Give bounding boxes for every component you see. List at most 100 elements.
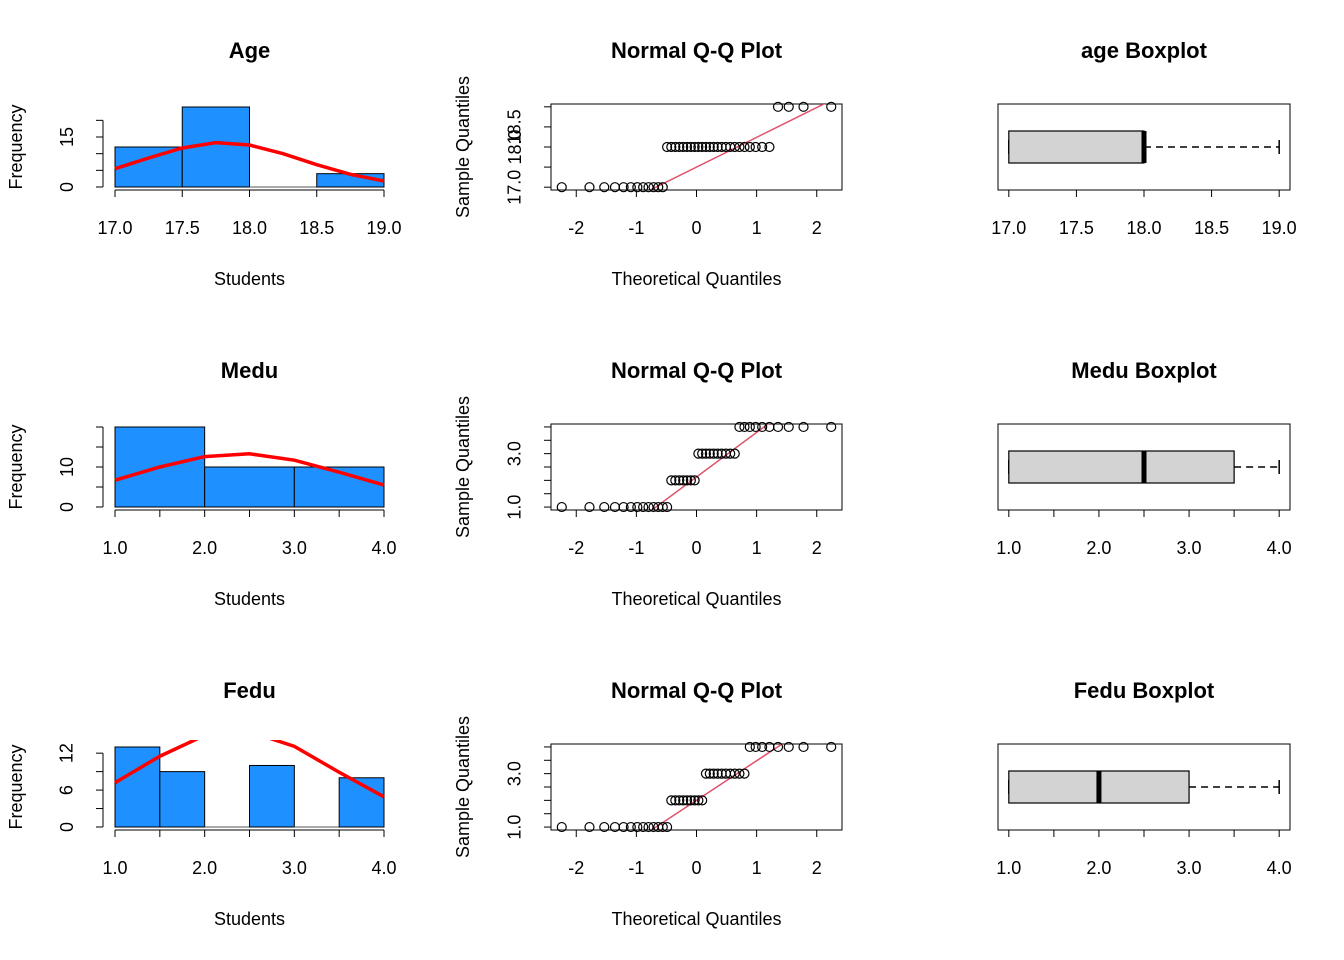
qq-point: [693, 141, 704, 153]
x-tick-label: 1.0: [102, 858, 127, 878]
qq-point: [657, 821, 668, 833]
qq-point: [693, 448, 704, 459]
x-tick-label: 0: [691, 858, 701, 878]
qq-point: [681, 141, 693, 153]
qq-point: [556, 501, 567, 513]
y-axis-label: Frequency: [6, 744, 26, 829]
qq-point: [653, 182, 664, 193]
bar: [249, 764, 295, 828]
y-tick-label: 12: [57, 743, 77, 763]
x-axis-label: Students: [214, 589, 285, 609]
y-tick-label: 10: [57, 457, 77, 477]
qq-line: [650, 424, 770, 510]
panel: Fedu Boxplot 1.0 2.0 3.0 4.0: [996, 678, 1291, 878]
panel: Normal Q-Q Plot -2 -1 0 1 2 Theoretical Quanti…: [453, 678, 843, 929]
qq-point: [708, 141, 719, 153]
qq-point: [826, 421, 837, 433]
x-tick-label: 1: [752, 218, 762, 238]
density-curve: [114, 452, 385, 487]
chart-title: Normal Q-Q Plot: [611, 38, 783, 63]
y-tick-label: 17.0: [505, 170, 525, 205]
qq-point: [666, 795, 677, 806]
qq-point: [632, 501, 643, 513]
plot-frame: [550, 103, 843, 191]
qq-point: [744, 141, 755, 153]
qq-point: [685, 795, 696, 806]
qq-point: [783, 101, 794, 112]
qq-point: [729, 141, 740, 153]
x-tick-label: 18.0: [1126, 218, 1161, 238]
qq-point: [618, 182, 629, 193]
qq-point: [674, 475, 685, 486]
chart-title: Age: [229, 38, 271, 63]
qq-point: [708, 768, 719, 779]
x-tick-label: -1: [628, 218, 644, 238]
y-tick-label: 3.0: [505, 441, 525, 466]
qq-point: [798, 101, 809, 112]
qq-point: [625, 182, 636, 193]
panel: Fedu 1.0 2.0 3.0 4.0 Students 0 6 12 Frequency: [6, 678, 397, 929]
qq-point: [764, 141, 775, 153]
qq-point: [685, 141, 696, 153]
qq-point: [681, 475, 693, 486]
y-tick-label: 0: [57, 182, 77, 192]
qq-point: [700, 768, 712, 779]
qq-point: [661, 501, 673, 513]
qq-point: [584, 182, 595, 193]
qq-point: [772, 101, 784, 112]
qq-point: [739, 141, 750, 153]
chart-title: Medu: [221, 358, 278, 383]
chart-title: Normal Q-Q Plot: [611, 678, 783, 703]
qq-point: [757, 741, 768, 753]
qq-point: [704, 768, 715, 779]
x-axis-label: Students: [214, 909, 285, 929]
chart-title: Fedu: [223, 678, 276, 703]
qq-point: [556, 821, 567, 833]
qq-point: [599, 501, 610, 513]
x-tick-label: -1: [628, 538, 644, 558]
qq-line: [650, 744, 784, 830]
qq-point: [599, 182, 610, 193]
qq-line: [648, 104, 826, 190]
qq-point: [643, 821, 654, 833]
qq-point: [638, 182, 649, 193]
y-tick-label: 1.0: [505, 815, 525, 840]
x-tick-label: 17.5: [1059, 218, 1094, 238]
bar: [114, 746, 161, 828]
qq-point: [734, 421, 745, 433]
box: [1008, 450, 1235, 484]
y-axis-label: Sample Quantiles: [453, 396, 473, 538]
x-tick-label: 2.0: [192, 538, 217, 558]
qq-point: [739, 768, 750, 779]
qq-point: [661, 821, 673, 833]
density-curve: [114, 140, 385, 183]
chart-title: age Boxplot: [1081, 38, 1208, 63]
qq-point: [689, 795, 700, 806]
x-tick-label: 1.0: [996, 858, 1021, 878]
x-tick-label: 17.0: [97, 218, 132, 238]
qq-point: [798, 741, 809, 753]
qq-point: [670, 795, 681, 806]
plot-frame: [997, 743, 1291, 831]
x-tick-label: 18.5: [299, 218, 334, 238]
panel: age Boxplot 17.0 17.5 18.0 18.5 19.0: [991, 38, 1296, 238]
y-tick-label: 15: [57, 127, 77, 147]
x-tick-label: 18.5: [1194, 218, 1229, 238]
x-tick-label: 17.0: [991, 218, 1026, 238]
qq-point: [618, 821, 629, 833]
bar: [204, 466, 295, 508]
qq-point: [826, 101, 837, 112]
qq-point: [734, 141, 745, 153]
chart-title: Normal Q-Q Plot: [611, 358, 783, 383]
x-tick-label: 4.0: [371, 538, 396, 558]
panel: Age 17.0 17.5 18.0 18.5 19.0 Students 0 15 Freque…: [6, 38, 402, 289]
qq-point: [678, 475, 689, 486]
qq-point: [678, 141, 689, 153]
qq-point: [697, 141, 708, 153]
qq-point: [772, 421, 784, 433]
panel: Normal Q-Q Plot -2 -1 0 1 2 Theoretical Quanti…: [453, 358, 843, 609]
x-tick-label: 2: [812, 538, 822, 558]
qq-point: [661, 141, 673, 153]
